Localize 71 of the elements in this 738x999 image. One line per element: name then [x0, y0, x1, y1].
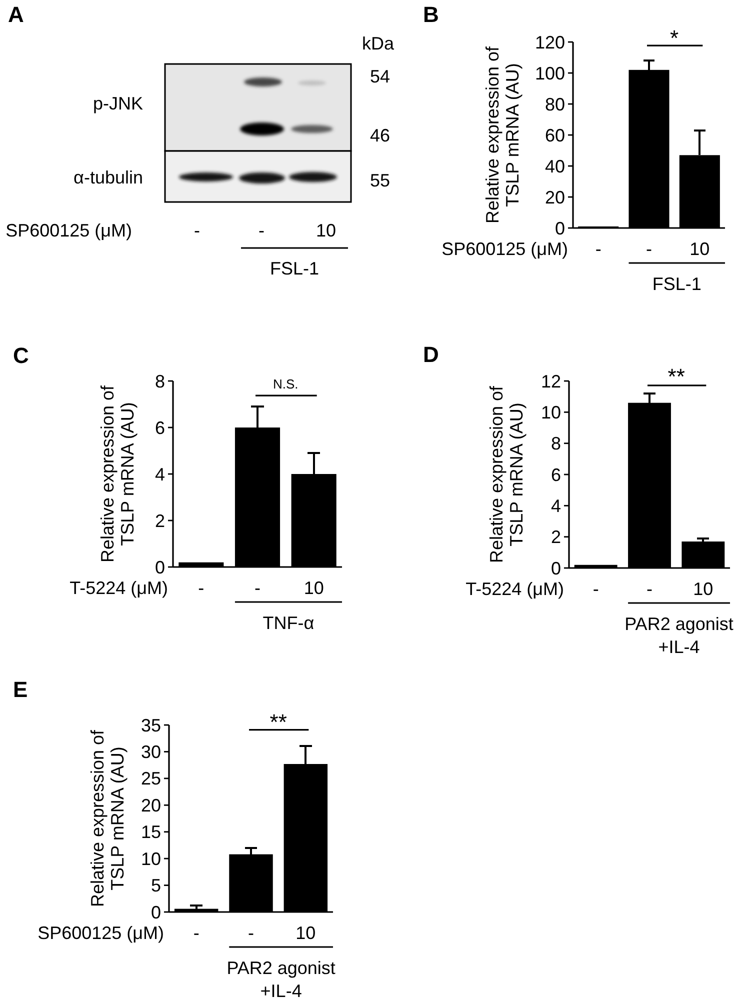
text: SP600125 (μM) [6, 220, 132, 240]
y-tick-label: 0 [150, 902, 161, 922]
text: FSL-1 [652, 274, 702, 294]
text: 46 [370, 126, 390, 146]
x-axis-title: T-5224 (μM) [70, 578, 168, 598]
text: PAR2 agonist +IL-4 [624, 614, 734, 657]
annotation: * [670, 26, 680, 51]
category-label: 10 [316, 220, 336, 240]
x-tick-label: 10 [690, 239, 710, 259]
y-tick-label: 6 [550, 464, 561, 485]
x-tick-label: - [198, 578, 204, 598]
y-tick-label: 20 [140, 795, 161, 816]
x-axis-title: T-5224 (μM) [466, 579, 564, 599]
y-tick-label: 2 [154, 510, 165, 531]
x-tick-label: 10 [296, 923, 316, 943]
y-axis-title: Relative expression of TSLP mRNA (AU) [88, 728, 128, 908]
chart-title: E [13, 677, 28, 702]
x-tick-label: - [193, 923, 200, 943]
y-tick-label: 12 [540, 371, 561, 392]
y-tick-label: 20 [544, 187, 565, 208]
chart-title: D [423, 342, 439, 367]
x-axis-title: SP600125 (μM) [38, 923, 164, 943]
text: 54 [370, 66, 390, 86]
text: PAR2 agonist +IL-4 [226, 958, 336, 999]
y-tick-label: 0 [154, 557, 165, 578]
y-tick-label: 4 [154, 464, 165, 484]
y-tick-label: 60 [544, 125, 565, 146]
y-tick-label: 25 [140, 768, 161, 789]
y-tick-label: 80 [544, 94, 565, 114]
x-tick-label: 10 [304, 578, 324, 598]
annotation: ** [270, 709, 288, 734]
y-tick-label: 8 [550, 434, 561, 454]
category-label: - [194, 220, 200, 240]
x-tick-label: - [595, 239, 602, 259]
text: kDa [362, 34, 395, 54]
chart-title: C [13, 343, 29, 368]
text: α-tubulin [74, 168, 143, 188]
x-tick-label: - [646, 239, 652, 259]
y-tick-label: 5 [150, 876, 161, 896]
text: 55 [370, 170, 390, 190]
y-tick-label: 0 [554, 218, 565, 238]
annotation: ** [668, 364, 686, 389]
y-tick-label: 30 [140, 742, 161, 762]
x-tick-label: 10 [693, 579, 714, 599]
y-tick-label: 100 [534, 63, 565, 84]
text: A [8, 2, 24, 27]
x-tick-label: - [248, 923, 254, 943]
y-tick-label: 120 [534, 32, 565, 52]
x-axis-title: SP600125 (μM) [442, 239, 568, 259]
y-tick-label: 10 [540, 402, 561, 422]
text: FSL-1 [270, 258, 320, 278]
y-axis-title: Relative expression of TSLP mRNA (AU) [482, 45, 522, 224]
y-tick-label: 0 [550, 558, 561, 578]
y-axis-title: Relative expression of TSLP mRNA (AU) [486, 384, 526, 564]
y-tick-label: 40 [544, 156, 565, 176]
text: p-JNK [92, 94, 143, 114]
text: TNF-α [262, 613, 314, 633]
annotation: N.S. [273, 376, 298, 392]
category-label: - [258, 220, 264, 240]
y-tick-label: 35 [140, 715, 161, 736]
chart-title: B [423, 2, 439, 27]
y-tick-label: 8 [154, 371, 165, 392]
y-tick-label: 6 [154, 418, 165, 438]
y-tick-label: 15 [140, 822, 161, 842]
x-tick-label: - [254, 578, 260, 598]
y-tick-label: 2 [550, 527, 561, 548]
y-tick-label: 10 [140, 848, 161, 869]
x-tick-label: - [646, 579, 652, 599]
y-axis-title: Relative expression of TSLP mRNA (AU) [98, 384, 138, 563]
y-tick-label: 4 [550, 496, 561, 516]
x-tick-label: - [592, 579, 599, 599]
